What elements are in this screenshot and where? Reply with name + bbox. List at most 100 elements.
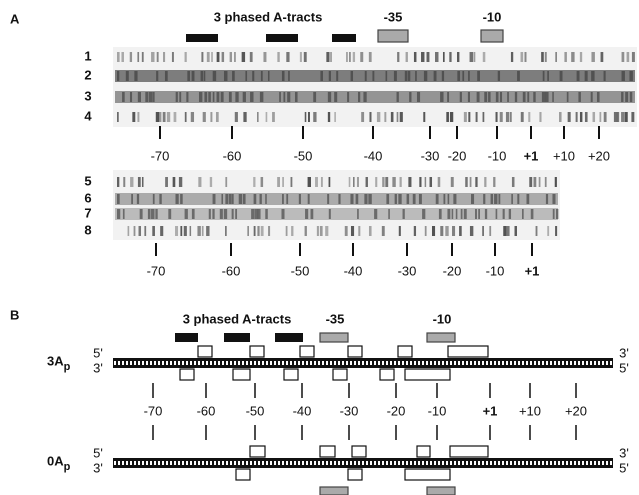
band <box>484 209 488 219</box>
position-label: -40 <box>344 263 363 278</box>
position-label: -40 <box>293 403 312 418</box>
band <box>235 92 239 102</box>
band <box>175 92 178 102</box>
band <box>508 209 512 219</box>
band <box>621 71 625 81</box>
band <box>141 52 144 62</box>
band <box>201 226 204 236</box>
band <box>257 112 259 122</box>
band <box>328 177 331 187</box>
band <box>475 209 477 219</box>
protection-box <box>179 368 195 381</box>
band <box>499 112 503 122</box>
band <box>564 52 567 62</box>
band <box>423 71 428 81</box>
band <box>225 177 228 187</box>
band <box>327 194 330 204</box>
band <box>117 112 119 122</box>
band <box>498 194 501 204</box>
band <box>206 52 210 62</box>
band <box>216 52 220 62</box>
smear <box>115 208 558 220</box>
band <box>228 194 232 204</box>
band <box>571 52 575 62</box>
band <box>211 52 213 62</box>
band <box>308 112 310 122</box>
band <box>396 112 399 122</box>
band <box>621 92 624 102</box>
construct-name: 3Ap <box>47 353 71 372</box>
band <box>455 209 458 219</box>
band <box>221 52 225 62</box>
band <box>326 52 330 62</box>
band <box>517 71 520 81</box>
band <box>204 92 208 102</box>
band <box>443 194 446 204</box>
band <box>584 71 588 81</box>
band <box>151 52 155 62</box>
band <box>152 194 155 204</box>
band <box>459 226 462 236</box>
band <box>130 177 134 187</box>
band <box>603 112 607 122</box>
band <box>364 71 367 81</box>
band <box>406 194 410 204</box>
band <box>469 177 472 187</box>
band <box>475 112 478 122</box>
band <box>433 71 437 81</box>
band <box>579 112 583 122</box>
band <box>184 209 188 219</box>
band <box>159 194 162 204</box>
band <box>375 177 378 187</box>
band <box>592 112 596 122</box>
position-label: -60 <box>222 263 241 278</box>
lane-number: 7 <box>84 205 91 220</box>
band <box>465 177 468 187</box>
band <box>402 209 405 219</box>
band <box>225 226 227 236</box>
band <box>476 92 480 102</box>
band <box>131 194 133 204</box>
protection-box <box>319 445 336 458</box>
band <box>253 194 257 204</box>
band <box>241 52 246 62</box>
lane-number: 8 <box>84 222 91 237</box>
position-label: +10 <box>553 148 575 163</box>
band <box>212 209 215 219</box>
band <box>530 209 534 219</box>
band <box>251 209 255 219</box>
protection-box <box>235 468 251 481</box>
band <box>350 71 354 81</box>
band <box>245 71 248 81</box>
band <box>520 112 524 122</box>
band <box>364 194 368 204</box>
band <box>538 177 541 187</box>
position-label: -30 <box>421 148 440 163</box>
band <box>285 226 288 236</box>
band <box>348 177 351 187</box>
band <box>307 177 311 187</box>
band <box>579 52 583 62</box>
band <box>368 52 372 62</box>
band <box>344 226 348 236</box>
band <box>475 177 478 187</box>
band <box>136 194 140 204</box>
band <box>281 209 285 219</box>
band <box>621 52 625 62</box>
band <box>423 112 426 122</box>
band <box>212 92 215 102</box>
band <box>462 71 465 81</box>
band <box>260 226 264 236</box>
band <box>117 71 120 81</box>
position-label: -50 <box>291 263 310 278</box>
band <box>232 71 235 81</box>
strand-end: 3' <box>619 345 629 360</box>
protection-box <box>347 468 363 481</box>
band <box>422 209 426 219</box>
band <box>547 71 549 81</box>
band <box>386 194 390 204</box>
band <box>429 177 433 187</box>
band <box>527 92 530 102</box>
band <box>629 71 633 81</box>
band <box>180 194 183 204</box>
